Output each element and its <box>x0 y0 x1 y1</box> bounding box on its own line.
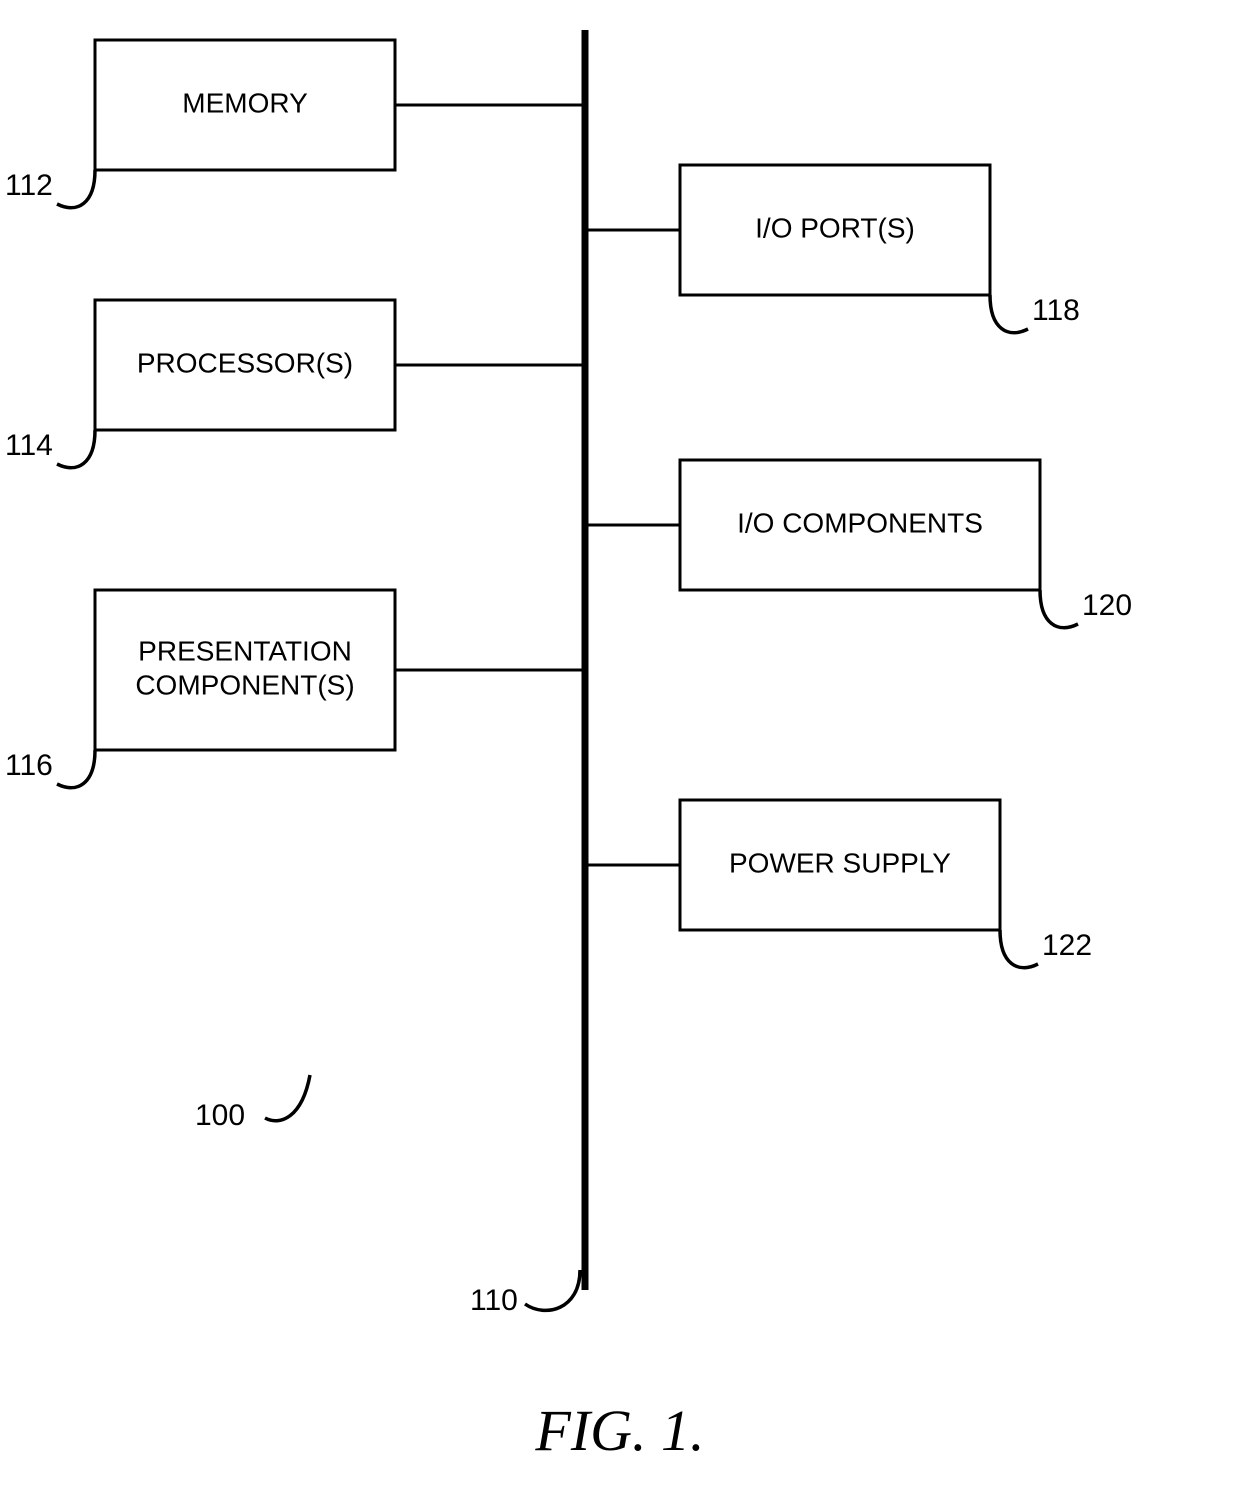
node-processors: PROCESSOR(S) 114 <box>5 300 585 468</box>
ref-presentation: 116 <box>5 749 53 782</box>
ref-hook-ioports <box>990 295 1028 333</box>
label-memory-0: MEMORY <box>182 87 308 118</box>
label-powersupply-0: POWER SUPPLY <box>729 847 951 878</box>
bus-ref: 110 <box>470 1284 518 1317</box>
node-iocomponents: I/O COMPONENTS 120 <box>585 460 1132 628</box>
node-presentation: PRESENTATIONCOMPONENT(S) 116 <box>5 590 585 788</box>
system-ref-hook <box>265 1075 310 1121</box>
label-presentation-1: COMPONENT(S) <box>135 669 354 700</box>
ref-processors: 114 <box>5 429 53 462</box>
ref-hook-memory <box>57 170 95 208</box>
node-memory: MEMORY 112 <box>5 40 585 208</box>
node-ioports: I/O PORT(S) 118 <box>585 165 1080 333</box>
ref-hook-iocomponents <box>1040 590 1078 628</box>
ref-ioports: 118 <box>1032 294 1080 327</box>
ref-hook-processors <box>57 430 95 468</box>
ref-memory: 112 <box>5 169 53 202</box>
ref-hook-presentation <box>57 750 95 788</box>
ref-powersupply: 122 <box>1042 929 1092 962</box>
label-ioports-0: I/O PORT(S) <box>755 212 915 243</box>
system-ref: 100 <box>195 1099 245 1132</box>
label-processors-0: PROCESSOR(S) <box>137 347 353 378</box>
ref-iocomponents: 120 <box>1082 589 1132 622</box>
node-powersupply: POWER SUPPLY 122 <box>585 800 1092 968</box>
label-presentation-0: PRESENTATION <box>138 635 352 666</box>
ref-hook-powersupply <box>1000 930 1038 968</box>
bus-ref-hook <box>525 1270 580 1310</box>
figure-caption: FIG. 1. <box>534 1398 704 1463</box>
label-iocomponents-0: I/O COMPONENTS <box>737 507 983 538</box>
